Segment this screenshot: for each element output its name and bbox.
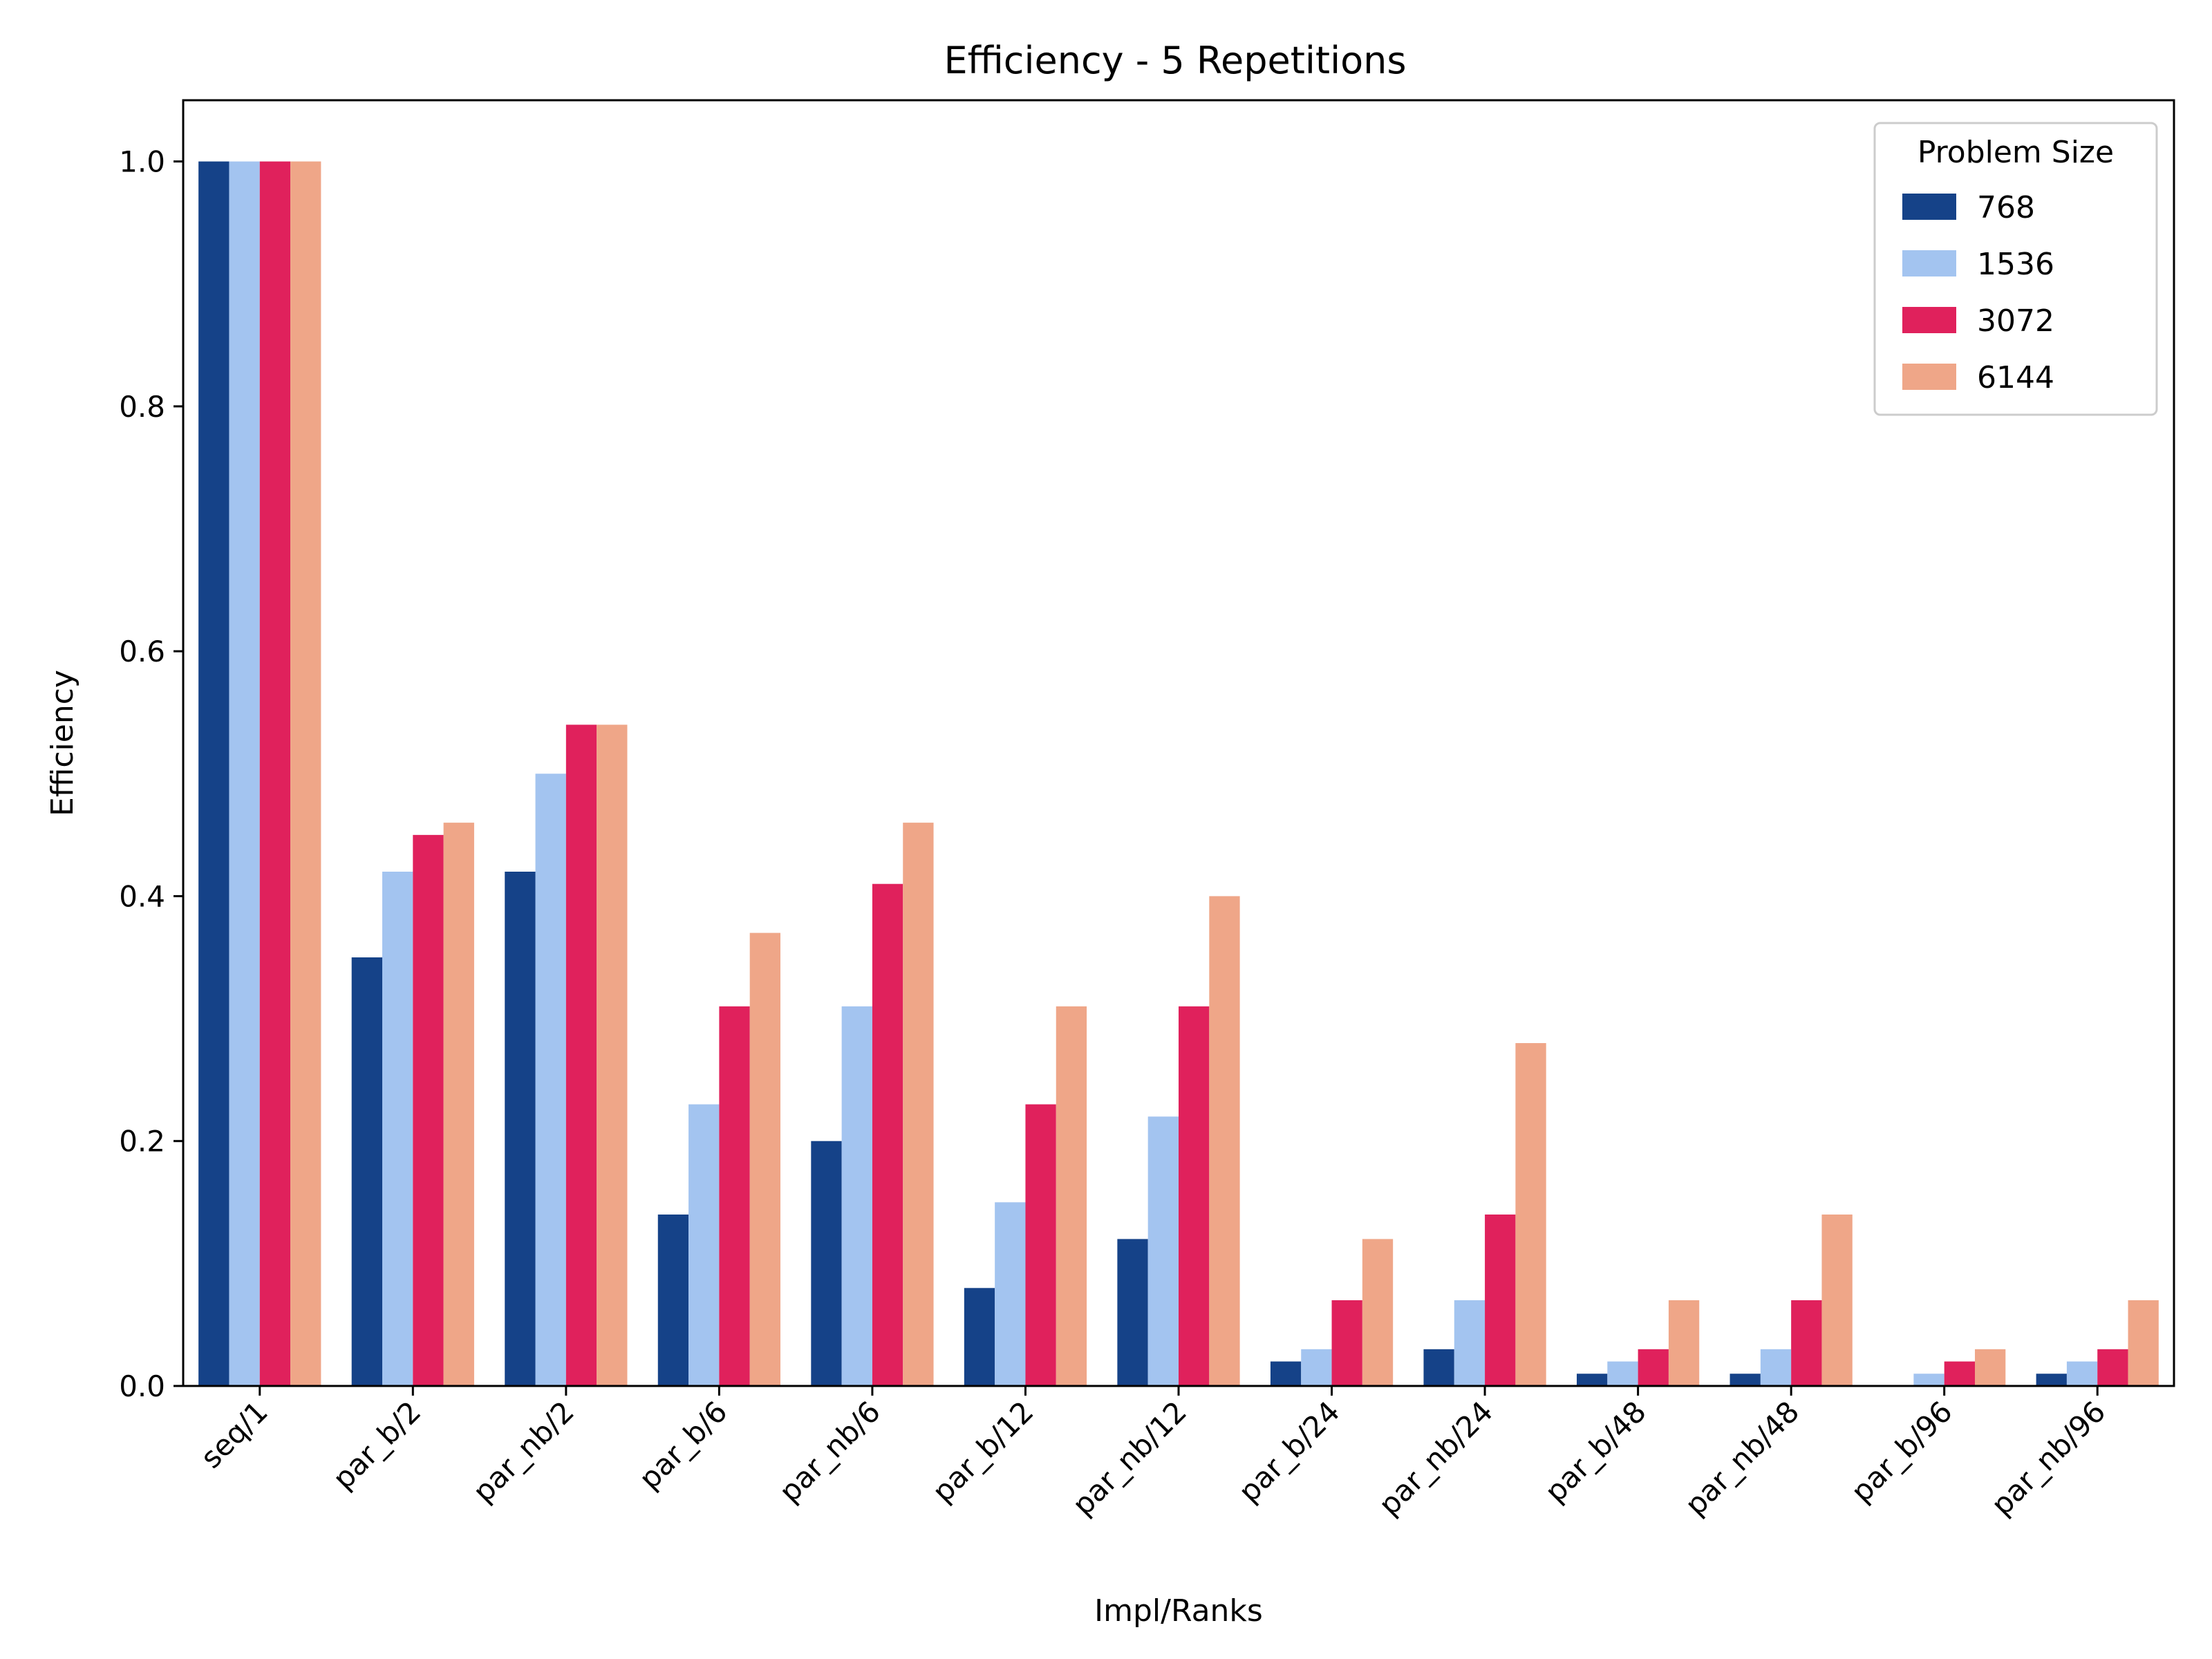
bar-par_b/48-1536 [1607, 1361, 1638, 1386]
bar-par_nb/6-768 [811, 1141, 842, 1386]
legend-items: 768 1536 3072 6144 [1902, 190, 2054, 395]
bar-par_b/96-6144 [1975, 1349, 2006, 1386]
bar-par_b/24-768 [1270, 1361, 1302, 1386]
y-tick-label: 0.6 [119, 635, 165, 668]
bar-par_nb/2-768 [505, 872, 536, 1386]
y-axis-label: Efficiency [45, 670, 80, 816]
bar-par_nb/6-3072 [872, 883, 903, 1386]
bar-par_b/96-1536 [1913, 1374, 1944, 1386]
bar-par_nb/96-768 [2036, 1374, 2067, 1386]
bar-par_nb/24-6144 [1515, 1043, 1546, 1386]
bar-par_nb/2-1536 [535, 774, 566, 1386]
bar-seq/1-768 [198, 161, 229, 1387]
bar-par_nb/96-3072 [2097, 1349, 2128, 1386]
legend-label-6144: 6144 [1977, 360, 2054, 395]
bar-par_b/6-6144 [749, 932, 780, 1386]
chart-title: Efficiency - 5 Repetitions [944, 39, 1406, 82]
legend-swatch-768 [1902, 194, 1956, 220]
legend-swatch-3072 [1902, 307, 1956, 333]
bar-par_nb/24-3072 [1485, 1215, 1516, 1386]
bar-seq/1-1536 [229, 161, 260, 1387]
bar-par_b/12-3072 [1025, 1104, 1056, 1386]
legend-swatch-6144 [1902, 364, 1956, 390]
bar-par_b/24-1536 [1301, 1349, 1332, 1386]
y-tick-label: 0.0 [119, 1369, 165, 1403]
y-tick-label: 0.8 [119, 390, 165, 424]
y-tick-label: 0.2 [119, 1125, 165, 1159]
legend: Problem Size 768 1536 3072 6144 [1873, 122, 2158, 416]
bar-par_b/12-1536 [995, 1202, 1026, 1386]
bar-par_nb/2-6144 [597, 724, 628, 1386]
legend-label-1536: 1536 [1977, 247, 2054, 282]
y-tick-label: 0.4 [119, 879, 165, 913]
bar-par_b/6-3072 [719, 1006, 750, 1386]
bar-par_b/2-6144 [443, 823, 474, 1386]
bar-par_nb/12-768 [1117, 1239, 1148, 1386]
bar-par_b/6-1536 [688, 1104, 720, 1386]
legend-label-768: 768 [1977, 190, 2035, 225]
legend-title: Problem Size [1918, 135, 2114, 170]
legend-swatch-1536 [1902, 250, 1956, 276]
bars-group [198, 161, 2159, 1387]
bar-par_nb/48-6144 [1821, 1215, 1853, 1386]
bar-par_nb/12-6144 [1209, 896, 1240, 1386]
x-axis-label: Impl/Ranks [1094, 1593, 1263, 1629]
bar-par_b/48-3072 [1638, 1349, 1669, 1386]
bar-par_nb/48-768 [1730, 1374, 1761, 1386]
bar-par_nb/12-3072 [1179, 1006, 1210, 1386]
bar-par_nb/96-1536 [2066, 1361, 2098, 1386]
bar-par_b/6-768 [657, 1215, 689, 1386]
legend-label-3072: 3072 [1977, 303, 2054, 339]
bar-par_nb/2-3072 [565, 724, 597, 1386]
bar-par_nb/96-6144 [2128, 1300, 2159, 1386]
bar-par_b/48-6144 [1668, 1300, 1700, 1386]
bar-seq/1-6144 [290, 161, 321, 1387]
bar-par_b/2-3072 [413, 834, 444, 1386]
bar-par_nb/6-6144 [903, 823, 934, 1386]
bar-par_nb/48-3072 [1791, 1300, 1822, 1386]
bar-par_b/2-768 [351, 957, 382, 1386]
y-axis: 0.0 0.2 0.4 0.6 0.8 1.0 [119, 145, 183, 1403]
bar-par_b/12-6144 [1056, 1006, 1087, 1386]
bar-par_b/12-768 [964, 1288, 995, 1386]
bar-par_b/48-768 [1577, 1374, 1608, 1386]
bar-par_nb/12-1536 [1147, 1116, 1179, 1386]
y-tick-label: 1.0 [119, 145, 165, 179]
bar-par_nb/6-1536 [841, 1006, 872, 1386]
bar-par_nb/24-1536 [1454, 1300, 1485, 1386]
bar-seq/1-3072 [259, 161, 291, 1387]
bar-par_b/24-6144 [1362, 1239, 1394, 1386]
bar-par_nb/48-1536 [1760, 1349, 1792, 1386]
bar-par_b/24-3072 [1331, 1300, 1362, 1386]
bar-par_nb/24-768 [1423, 1349, 1454, 1386]
bar-par_b/2-1536 [382, 872, 413, 1386]
bar-par_b/96-3072 [1944, 1361, 1975, 1386]
